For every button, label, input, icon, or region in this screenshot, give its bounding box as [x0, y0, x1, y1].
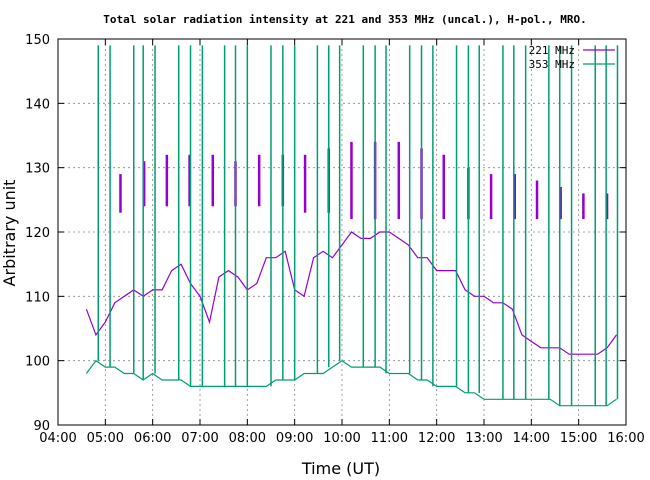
y-tick-label: 100 [25, 355, 50, 370]
y-tick-label: 90 [33, 419, 50, 434]
legend-label: 221 MHz [529, 44, 575, 57]
x-tick-label: 12:00 [418, 431, 455, 446]
x-axis-label: Time (UT) [301, 459, 380, 478]
x-tick-label: 15:00 [560, 431, 597, 446]
x-tick-label: 10:00 [323, 431, 360, 446]
x-tick-label: 13:00 [465, 431, 502, 446]
series-line-221-mhz [85, 231, 617, 355]
x-tick-label: 06:00 [134, 431, 171, 446]
y-tick-label: 140 [25, 97, 50, 112]
series-353-mhz [85, 45, 619, 407]
x-tick-label: 11:00 [371, 431, 408, 446]
x-tick-label: 04:00 [39, 431, 76, 446]
legend-label: 353 MHz [529, 58, 575, 71]
x-tick-label: 14:00 [513, 431, 550, 446]
axis-ticks: 90 100 110 120 130 140 150 04:00 05:00 06:00 07:00… [25, 33, 645, 446]
x-tick-label: 05:00 [87, 431, 124, 446]
y-tick-label: 110 [25, 290, 50, 305]
series-line-353-mhz [85, 359, 617, 407]
y-tick-label: 130 [25, 162, 50, 177]
y-tick-label: 150 [25, 33, 50, 48]
y-axis-label: Arbitrary unit [0, 180, 19, 287]
chart-title: Total solar radiation intensity at 221 a… [103, 13, 586, 26]
x-tick-label: 07:00 [181, 431, 218, 446]
x-tick-label: 08:00 [229, 431, 266, 446]
x-tick-label: 16:00 [607, 431, 644, 446]
x-tick-label: 09:00 [276, 431, 313, 446]
y-tick-label: 120 [25, 226, 50, 241]
series-layer [85, 45, 619, 407]
series-221-mhz [85, 141, 617, 355]
